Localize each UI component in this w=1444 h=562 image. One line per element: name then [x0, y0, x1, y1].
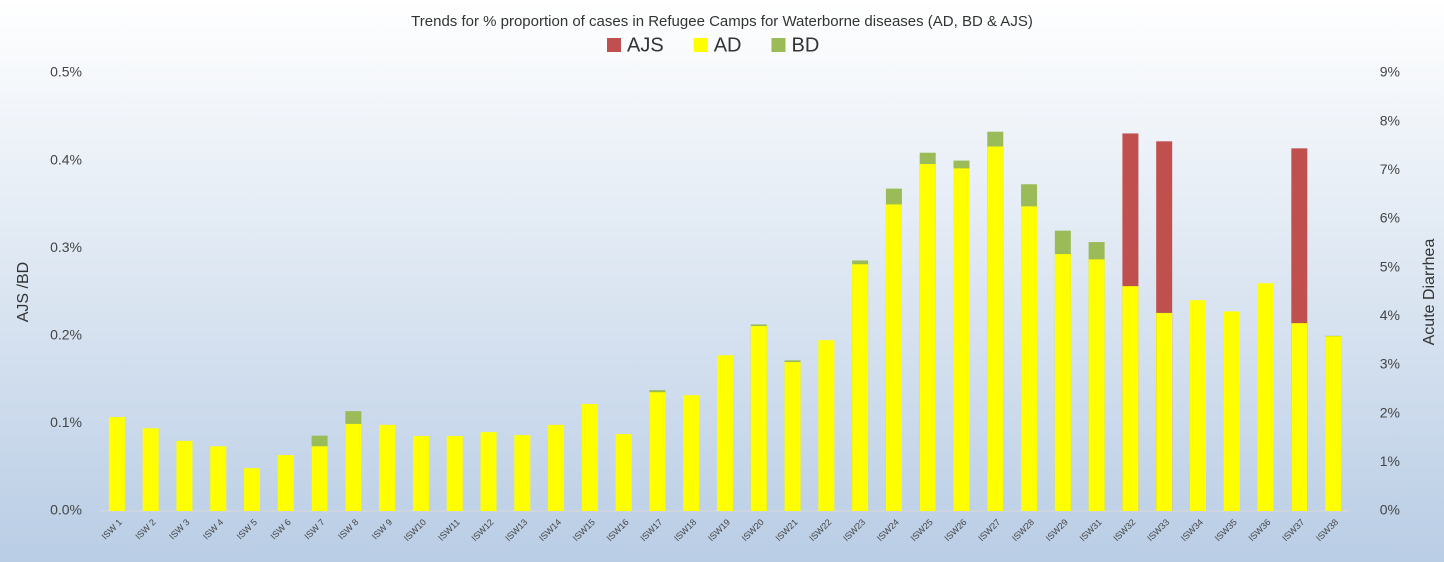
- bar: [885, 204, 902, 511]
- bar: [784, 362, 801, 511]
- bar: [615, 434, 632, 511]
- y2-tick-label: 9%: [1380, 64, 1400, 80]
- bar: [345, 423, 362, 511]
- bar: [1325, 336, 1342, 511]
- bar: [108, 417, 125, 511]
- legend-label: AD: [714, 34, 742, 56]
- legend-swatch: [693, 38, 708, 52]
- bar: [581, 403, 598, 511]
- y-tick-label: 0.3%: [50, 239, 82, 255]
- bar: [818, 340, 835, 511]
- bar: [176, 440, 193, 511]
- bar: [683, 395, 700, 511]
- legend-label: BD: [791, 34, 819, 56]
- bar: [1223, 311, 1240, 511]
- bar: [717, 355, 733, 511]
- y2-tick-label: 6%: [1380, 210, 1400, 226]
- bar: [1257, 283, 1274, 511]
- bar: [412, 436, 429, 511]
- y-tick-label: 0.4%: [50, 151, 82, 167]
- y2-tick-label: 1%: [1380, 453, 1400, 469]
- bar: [514, 435, 531, 511]
- bar: [953, 168, 970, 512]
- bar: [446, 436, 463, 511]
- bar: [750, 326, 767, 511]
- chart-title: Trends for % proportion of cases in Refu…: [411, 13, 1033, 30]
- y2-tick-label: 2%: [1380, 404, 1400, 420]
- y-tick-label: 0.1%: [50, 414, 82, 430]
- y-axis-title: AJS /BD: [15, 262, 32, 322]
- y2-tick-label: 3%: [1380, 356, 1400, 372]
- bar: [1021, 206, 1038, 511]
- y2-tick-label: 7%: [1380, 161, 1400, 177]
- bar: [244, 468, 261, 511]
- legend-label: AJS: [627, 34, 664, 56]
- y-tick-label: 0.0%: [50, 502, 82, 518]
- y2-tick-label: 5%: [1380, 258, 1400, 274]
- bar: [1291, 323, 1308, 511]
- bar: [142, 428, 159, 511]
- bar: [277, 455, 294, 511]
- bar: [1088, 259, 1105, 511]
- bar: [1189, 300, 1206, 511]
- y2-tick-label: 8%: [1380, 112, 1400, 128]
- bar: [210, 446, 227, 511]
- bar: [1122, 286, 1139, 511]
- bar: [548, 424, 565, 511]
- bar: [379, 424, 396, 511]
- bar: [852, 264, 869, 511]
- y2-axis-title: Acute Diarrhea: [1421, 239, 1438, 346]
- y2-tick-label: 0%: [1380, 502, 1400, 518]
- y2-tick-label: 4%: [1380, 307, 1400, 323]
- legend-swatch: [607, 38, 621, 52]
- bar: [919, 164, 936, 512]
- bar: [1054, 254, 1071, 512]
- y-tick-label: 0.5%: [50, 64, 82, 80]
- bar: [480, 432, 497, 511]
- bar: [649, 392, 666, 511]
- bar: [1156, 312, 1173, 511]
- bar: [987, 146, 1004, 511]
- legend-swatch: [771, 38, 786, 52]
- bar: [311, 446, 328, 511]
- y-tick-label: 0.2%: [50, 327, 82, 343]
